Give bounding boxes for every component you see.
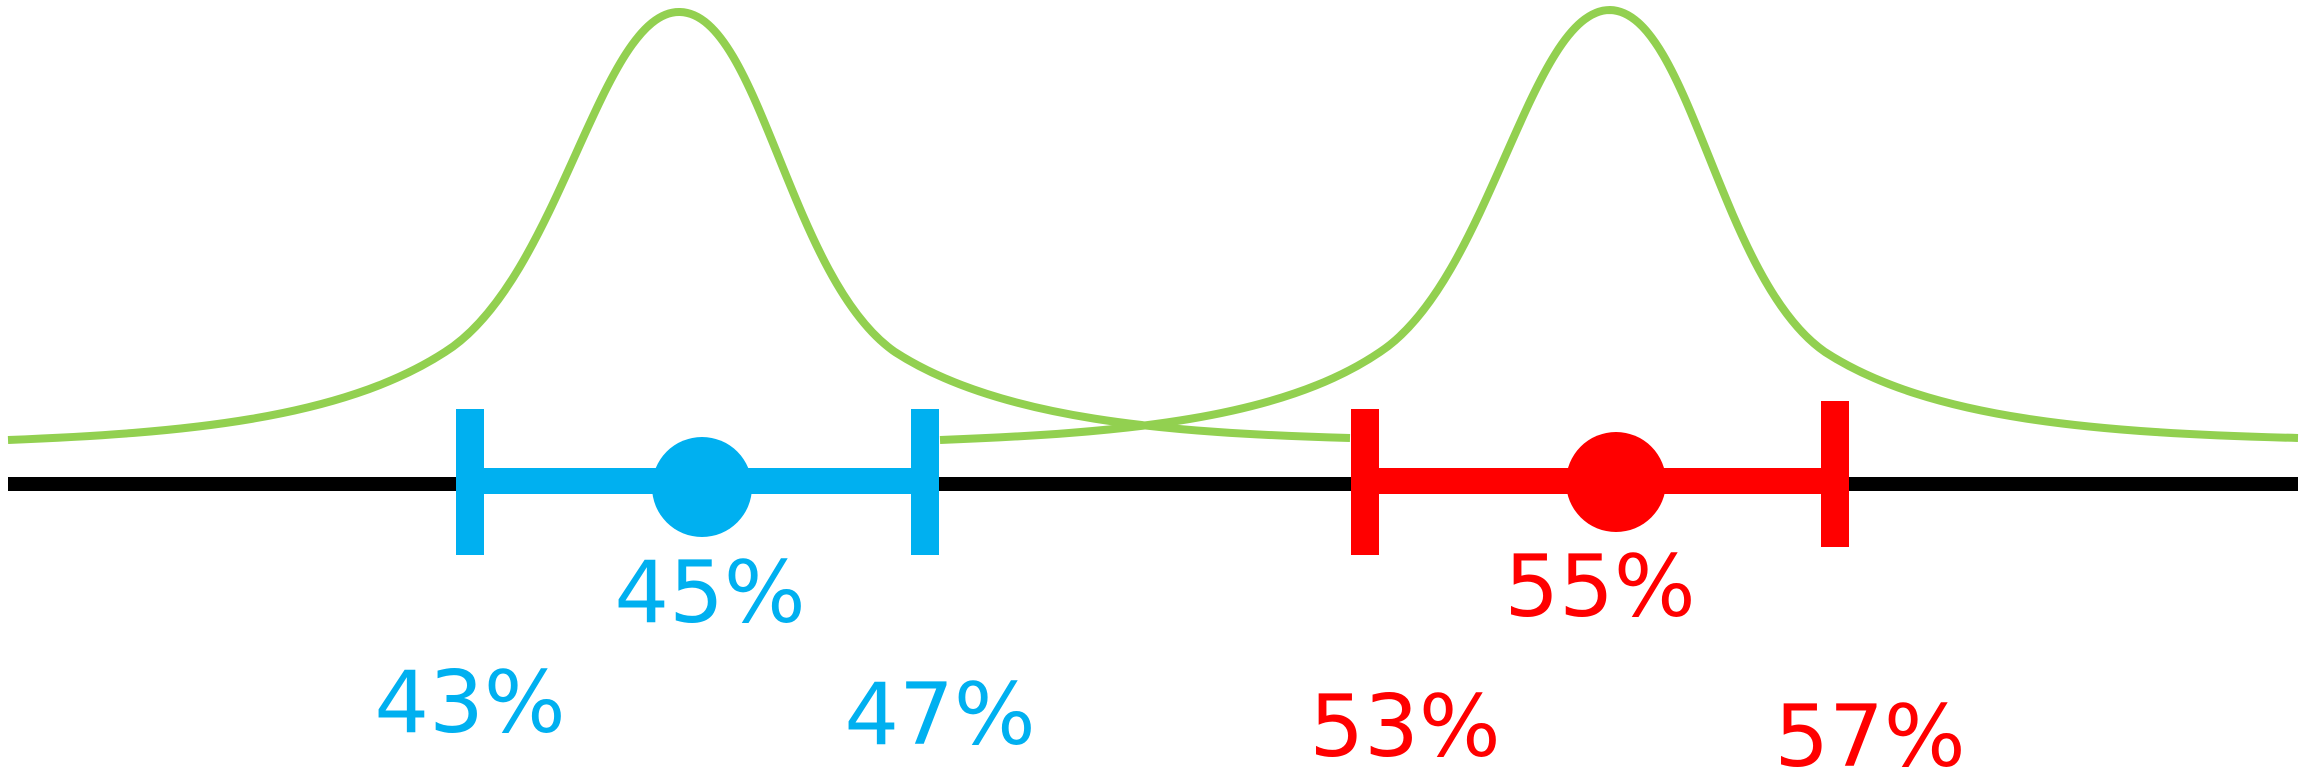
right-interval	[1351, 401, 1849, 555]
left-interval-low-cap	[456, 409, 484, 555]
right-center-label: 55%	[1504, 537, 1695, 637]
right-low-label: 53%	[1309, 677, 1500, 771]
left-center-label: 45%	[614, 543, 805, 643]
left-high-label: 47%	[844, 665, 1035, 765]
left-interval	[456, 409, 939, 555]
left-distribution-curve	[7, 7, 1351, 444]
right-interval-center-point	[1566, 432, 1666, 532]
right-distribution-curve	[939, 5, 2299, 444]
left-low-label: 43%	[374, 653, 565, 753]
right-interval-low-cap	[1351, 409, 1379, 555]
left-interval-high-cap	[911, 409, 939, 555]
right-high-label: 57%	[1774, 687, 1965, 771]
right-interval-high-cap	[1821, 401, 1849, 547]
left-interval-center-point	[652, 437, 752, 537]
